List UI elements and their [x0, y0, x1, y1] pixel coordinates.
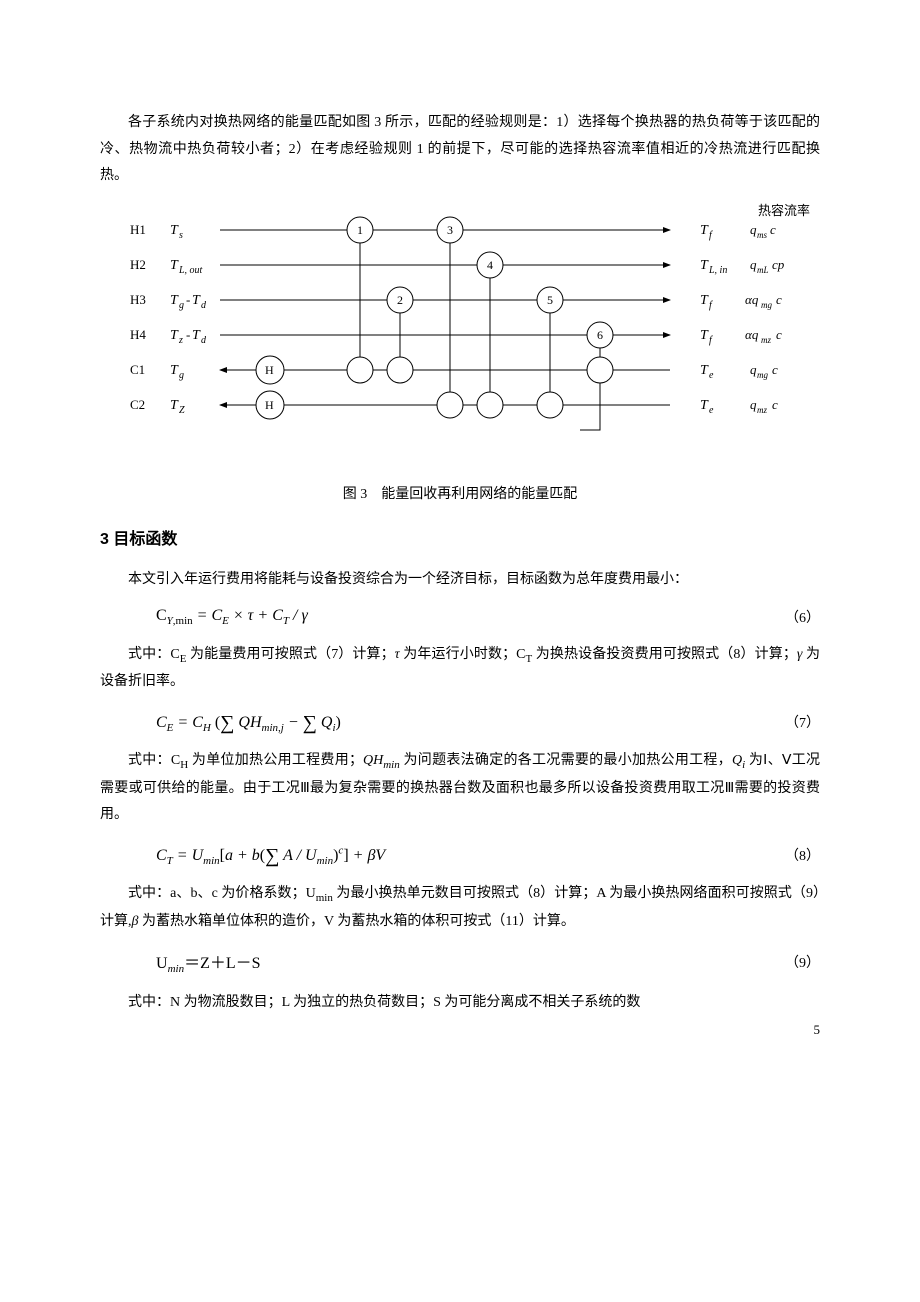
svg-text:T: T — [192, 293, 201, 308]
svg-text:C2: C2 — [130, 397, 145, 412]
svg-text:T: T — [700, 258, 709, 273]
eq9-description: 式中：N 为物流股数目；L 为独立的热负荷数目；S 为可能分离成不相关子系统的数 — [100, 990, 820, 1017]
svg-text:e: e — [709, 370, 714, 381]
equation-8-number: （8） — [760, 845, 820, 865]
svg-text:q: q — [750, 397, 757, 412]
svg-text:5: 5 — [547, 293, 553, 307]
equation-9-number: （9） — [760, 952, 820, 972]
intro-paragraph: 各子系统内对换热网络的能量匹配如图 3 所示，匹配的经验规则是：1）选择每个换热… — [100, 110, 820, 190]
svg-text:T: T — [700, 223, 709, 238]
svg-text:c: c — [776, 292, 782, 307]
equation-8-body: CT = Umin[a + b(∑ A / Umin)c] + βV — [100, 843, 760, 867]
svg-text:q: q — [750, 222, 757, 237]
svg-text:g: g — [179, 370, 184, 381]
svg-text:s: s — [179, 230, 183, 241]
svg-text:αq: αq — [745, 327, 759, 342]
equation-8: CT = Umin[a + b(∑ A / Umin)c] + βV （8） — [100, 843, 820, 867]
svg-text:ms: ms — [757, 230, 767, 240]
svg-text:L, out: L, out — [178, 265, 203, 276]
equation-9-body: Umin＝Z＋L－S — [100, 949, 760, 975]
svg-text:f: f — [709, 335, 713, 346]
svg-text:αq: αq — [745, 292, 759, 307]
svg-text:mz: mz — [757, 405, 767, 415]
svg-text:L, in: L, in — [708, 265, 727, 276]
svg-text:c: c — [776, 327, 782, 342]
equation-9: Umin＝Z＋L－S （9） — [100, 949, 820, 975]
svg-text:T: T — [170, 363, 179, 378]
svg-text:q: q — [750, 257, 757, 272]
svg-text:d: d — [201, 300, 207, 311]
equation-6: CY,min = CE × τ + CT / γ （6） — [100, 607, 820, 627]
network-diagram-svg: H1 H2 H3 H4 C1 C2 Ts TL, out Tg-Td Tz-Td… — [100, 210, 820, 460]
svg-text:d: d — [201, 335, 207, 346]
svg-text:C1: C1 — [130, 362, 145, 377]
svg-text:1: 1 — [357, 223, 363, 237]
svg-text:mz: mz — [761, 335, 771, 345]
svg-text:T: T — [700, 328, 709, 343]
svg-text:z: z — [178, 335, 183, 346]
page-number: 5 — [814, 1022, 821, 1038]
svg-text:c: c — [772, 362, 778, 377]
equation-6-body: CY,min = CE × τ + CT / γ — [100, 607, 760, 627]
svg-text:4: 4 — [487, 258, 493, 272]
svg-text:H1: H1 — [130, 222, 146, 237]
svg-text:T: T — [170, 293, 179, 308]
svg-text:T: T — [170, 258, 179, 273]
svg-text:T: T — [170, 223, 179, 238]
svg-text:mL: mL — [757, 265, 769, 275]
svg-text:T: T — [170, 398, 179, 413]
svg-text:f: f — [709, 230, 713, 241]
svg-text:-: - — [186, 327, 190, 342]
svg-text:c: c — [772, 397, 778, 412]
section-3-heading: 3 目标函数 — [100, 525, 820, 549]
diagram-figure-3: H1 H2 H3 H4 C1 C2 Ts TL, out Tg-Td Tz-Td… — [100, 210, 820, 465]
svg-text:H2: H2 — [130, 257, 146, 272]
equation-6-number: （6） — [760, 607, 820, 627]
objective-intro: 本文引入年运行费用将能耗与设备投资综合为一个经济目标，目标函数为总年度费用最小： — [100, 567, 820, 594]
svg-text:f: f — [709, 300, 713, 311]
svg-text:Z: Z — [179, 405, 185, 416]
page: 各子系统内对换热网络的能量匹配如图 3 所示，匹配的经验规则是：1）选择每个换热… — [0, 0, 920, 1058]
equation-7-body: CE = CH (∑ QHmin,j − ∑ Qi) — [100, 710, 760, 734]
svg-text:T: T — [700, 398, 709, 413]
svg-text:H: H — [265, 398, 274, 412]
svg-text:T: T — [170, 328, 179, 343]
eq7-description: 式中：CH 为单位加热公用工程费用；QHmin 为问题表法确定的各工况需要的最小… — [100, 748, 820, 829]
svg-text:T: T — [700, 293, 709, 308]
svg-text:T: T — [700, 363, 709, 378]
svg-text:mg: mg — [757, 370, 768, 380]
svg-text:2: 2 — [397, 293, 403, 307]
svg-text:H4: H4 — [130, 327, 146, 342]
svg-text:3: 3 — [447, 223, 453, 237]
svg-text:T: T — [192, 328, 201, 343]
svg-text:mg: mg — [761, 300, 772, 310]
svg-text:g: g — [179, 300, 184, 311]
svg-text:H3: H3 — [130, 292, 146, 307]
svg-text:cp: cp — [772, 257, 785, 272]
figure-3-caption: 图 3 能量回收再利用网络的能量匹配 — [100, 483, 820, 503]
svg-text:q: q — [750, 362, 757, 377]
equation-7: CE = CH (∑ QHmin,j − ∑ Qi) （7） — [100, 710, 820, 734]
heat-capacity-label: 热容流率 — [758, 200, 810, 219]
svg-text:-: - — [186, 292, 190, 307]
eq6-description: 式中：CE 为能量费用可按照式（7）计算；τ 为年运行小时数；CT 为换热设备投… — [100, 642, 820, 696]
eq8-description: 式中：a、b、c 为价格系数；Umin 为最小换热单元数目可按照式（8）计算；A… — [100, 881, 820, 935]
svg-text:H: H — [265, 363, 274, 377]
equation-7-number: （7） — [760, 712, 820, 732]
svg-text:e: e — [709, 405, 714, 416]
svg-text:6: 6 — [597, 328, 603, 342]
svg-text:c: c — [770, 222, 776, 237]
